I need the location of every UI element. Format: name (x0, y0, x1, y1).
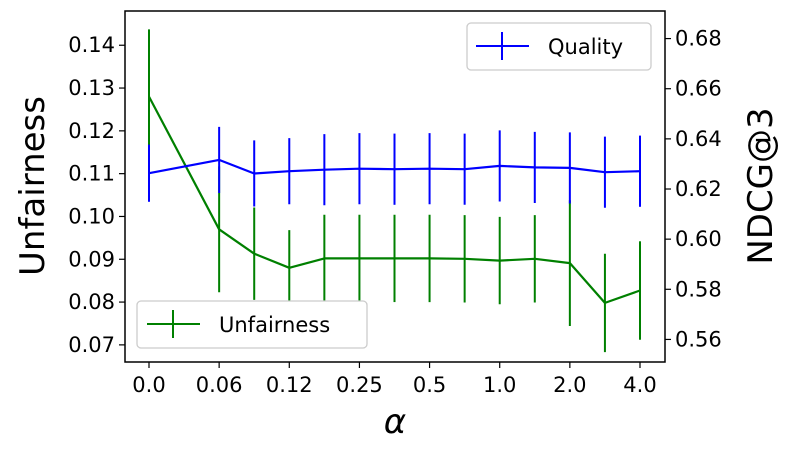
unfairness-series-line (148, 96, 641, 304)
y-axis-right-title: NDCG@3 (741, 107, 781, 264)
y-left-tick-label: 0.07 (68, 333, 115, 357)
legend-quality-label: Quality (548, 35, 623, 59)
x-tick-label: 1.0 (483, 373, 516, 397)
series-layer (148, 29, 641, 353)
y-left-tick-label: 0.08 (68, 290, 115, 314)
legend-unfairness-label: Unfairness (219, 313, 330, 337)
y-axis-left: 0.07 0.08 0.09 0.10 0.11 0.12 0.13 0.14 (68, 33, 125, 357)
x-tick-label: 0.06 (196, 373, 243, 397)
y-left-tick-label: 0.12 (68, 119, 115, 143)
x-tick-label: 0.0 (132, 373, 165, 397)
legend-quality-box (466, 22, 652, 71)
y-right-tick-label: 0.64 (675, 127, 722, 151)
y-right-tick-label: 0.68 (675, 27, 722, 51)
y-left-tick-label: 0.11 (68, 162, 115, 186)
legend-quality: Quality (466, 22, 652, 71)
y-right-tick-label: 0.56 (675, 327, 722, 351)
x-tick-label: 0.5 (413, 373, 446, 397)
y-right-tick-label: 0.58 (675, 277, 722, 301)
y-axis-left-title: Unfairness (13, 96, 53, 276)
x-tick-label: 0.25 (336, 373, 383, 397)
y-left-tick-label: 0.13 (68, 76, 115, 100)
x-tick-label: 0.12 (266, 373, 313, 397)
y-right-tick-label: 0.62 (675, 177, 722, 201)
y-left-tick-label: 0.09 (68, 247, 115, 271)
y-right-tick-label: 0.60 (675, 227, 722, 251)
x-tick-label: 2.0 (553, 373, 586, 397)
y-axis-right: 0.56 0.58 0.60 0.62 0.64 0.66 0.68 (665, 27, 722, 351)
y-left-tick-label: 0.14 (68, 33, 115, 57)
x-axis-title: α (384, 402, 406, 442)
y-right-tick-label: 0.66 (675, 77, 722, 101)
plot-frame (124, 10, 666, 363)
x-tick-label: 4.0 (623, 373, 656, 397)
quality-series-line (148, 158, 641, 175)
y-left-tick-label: 0.10 (68, 204, 115, 228)
legend-unfairness: Unfairness (136, 300, 368, 349)
x-axis: 0.0 0.06 0.12 0.25 0.5 1.0 2.0 4.0 (132, 362, 657, 397)
legend-unfairness-box (136, 300, 368, 349)
